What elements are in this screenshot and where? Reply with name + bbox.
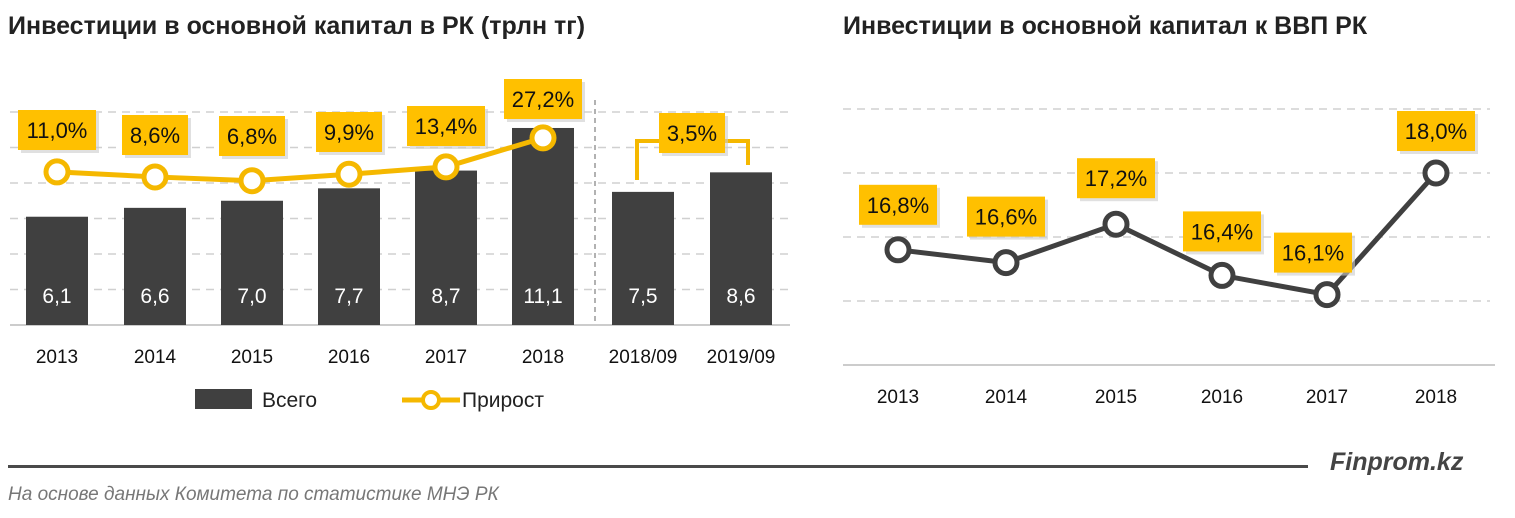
bar-value-label: 8,7 [431, 285, 460, 308]
growth-label-box [504, 79, 582, 119]
growth-label-box [122, 115, 188, 155]
bar-2015 [221, 200, 283, 325]
gdp-share-label-box [1274, 232, 1352, 273]
gdp-share-point [992, 249, 1020, 277]
gdp-share-point [1422, 159, 1450, 187]
growth-point [43, 158, 71, 186]
bar-value-label: 8,6 [726, 285, 755, 308]
growth-label: 8,6% [130, 123, 180, 148]
gdp-share-point [884, 236, 912, 264]
gdp-share-label: 16,8% [867, 193, 929, 218]
growth-point [141, 163, 169, 191]
growth-point [238, 167, 266, 195]
bar-2014 [124, 207, 186, 325]
gdp-share-label: 16,6% [975, 205, 1037, 230]
x-tick-label: 2016 [1201, 387, 1243, 408]
growth-label: 27,2% [512, 87, 574, 112]
bar-2017 [415, 170, 477, 325]
left-chart-title: Инвестиции в основной капитал в РК (трлн… [8, 12, 586, 40]
growth-point [529, 124, 557, 152]
growth-label: 11,0% [27, 118, 88, 143]
gdp-share-label-box [859, 184, 937, 225]
bar-value-label: 7,7 [334, 285, 363, 308]
gdp-share-label-box [1183, 211, 1261, 252]
period-growth-label-box [659, 113, 725, 153]
source-note: На основе данных Комитета по статистике … [8, 484, 499, 505]
growth-line [56, 135, 544, 184]
bar-2018/09 [612, 191, 674, 325]
bar-value-label: 7,0 [237, 285, 266, 308]
gdp-share-label: 18,0% [1405, 119, 1467, 144]
gdp-share-label: 17,2% [1085, 166, 1147, 191]
x-tick-label: 2018 [522, 347, 564, 368]
x-tick-label: 2015 [231, 347, 273, 368]
growth-point [335, 160, 363, 188]
growth-label: 6,8% [227, 124, 277, 149]
x-tick-label: 2017 [1306, 387, 1348, 408]
gdp-share-label-box [1077, 158, 1155, 199]
legend-bar-swatch [195, 389, 252, 409]
bar-2016 [318, 188, 380, 325]
bar-value-label: 11,1 [523, 285, 562, 308]
period-growth-label: 3,5% [667, 121, 717, 146]
x-tick-label: 2018 [1415, 387, 1457, 408]
bar-value-label: 6,6 [140, 285, 169, 308]
bar-2018 [512, 127, 574, 325]
growth-label-box [219, 116, 285, 156]
x-tick-label: 2014 [985, 387, 1028, 408]
x-tick-label: 2017 [425, 347, 467, 368]
bar-value-label: 7,5 [628, 285, 657, 308]
bar-value-label: 6,1 [42, 285, 71, 308]
legend-label: Всего [262, 389, 317, 412]
x-tick-label: 2014 [134, 347, 177, 368]
x-tick-label: 2016 [328, 347, 370, 368]
growth-label-box [316, 112, 382, 152]
growth-label: 13,4% [415, 114, 477, 139]
growth-point [432, 153, 460, 181]
growth-label-box [18, 110, 96, 150]
gdp-share-point [1102, 210, 1130, 238]
gdp-share-point [1208, 261, 1236, 289]
bar-2013 [26, 216, 88, 325]
footer-divider [8, 465, 1308, 468]
brand-logo: Finprom.kz [1330, 448, 1464, 476]
gdp-share-point [1313, 281, 1341, 309]
gdp-share-label: 16,4% [1191, 219, 1253, 244]
gdp-share-label-box [1397, 111, 1475, 151]
growth-label: 9,9% [324, 120, 374, 145]
x-tick-label: 2019/09 [707, 347, 776, 368]
gdp-share-label: 16,1% [1282, 241, 1344, 266]
growth-label-box [407, 106, 485, 146]
legend-line-marker [421, 390, 441, 410]
x-tick-label: 2015 [1095, 387, 1137, 408]
x-tick-label: 2013 [877, 387, 919, 408]
legend-label: Прирост [462, 389, 544, 412]
x-tick-label: 2013 [36, 347, 78, 368]
gdp-share-label-box [967, 196, 1045, 237]
x-tick-label: 2018/09 [609, 347, 678, 368]
bar-2019/09 [710, 172, 772, 325]
right-chart-title: Инвестиции в основной капитал к ВВП РК [843, 12, 1368, 40]
